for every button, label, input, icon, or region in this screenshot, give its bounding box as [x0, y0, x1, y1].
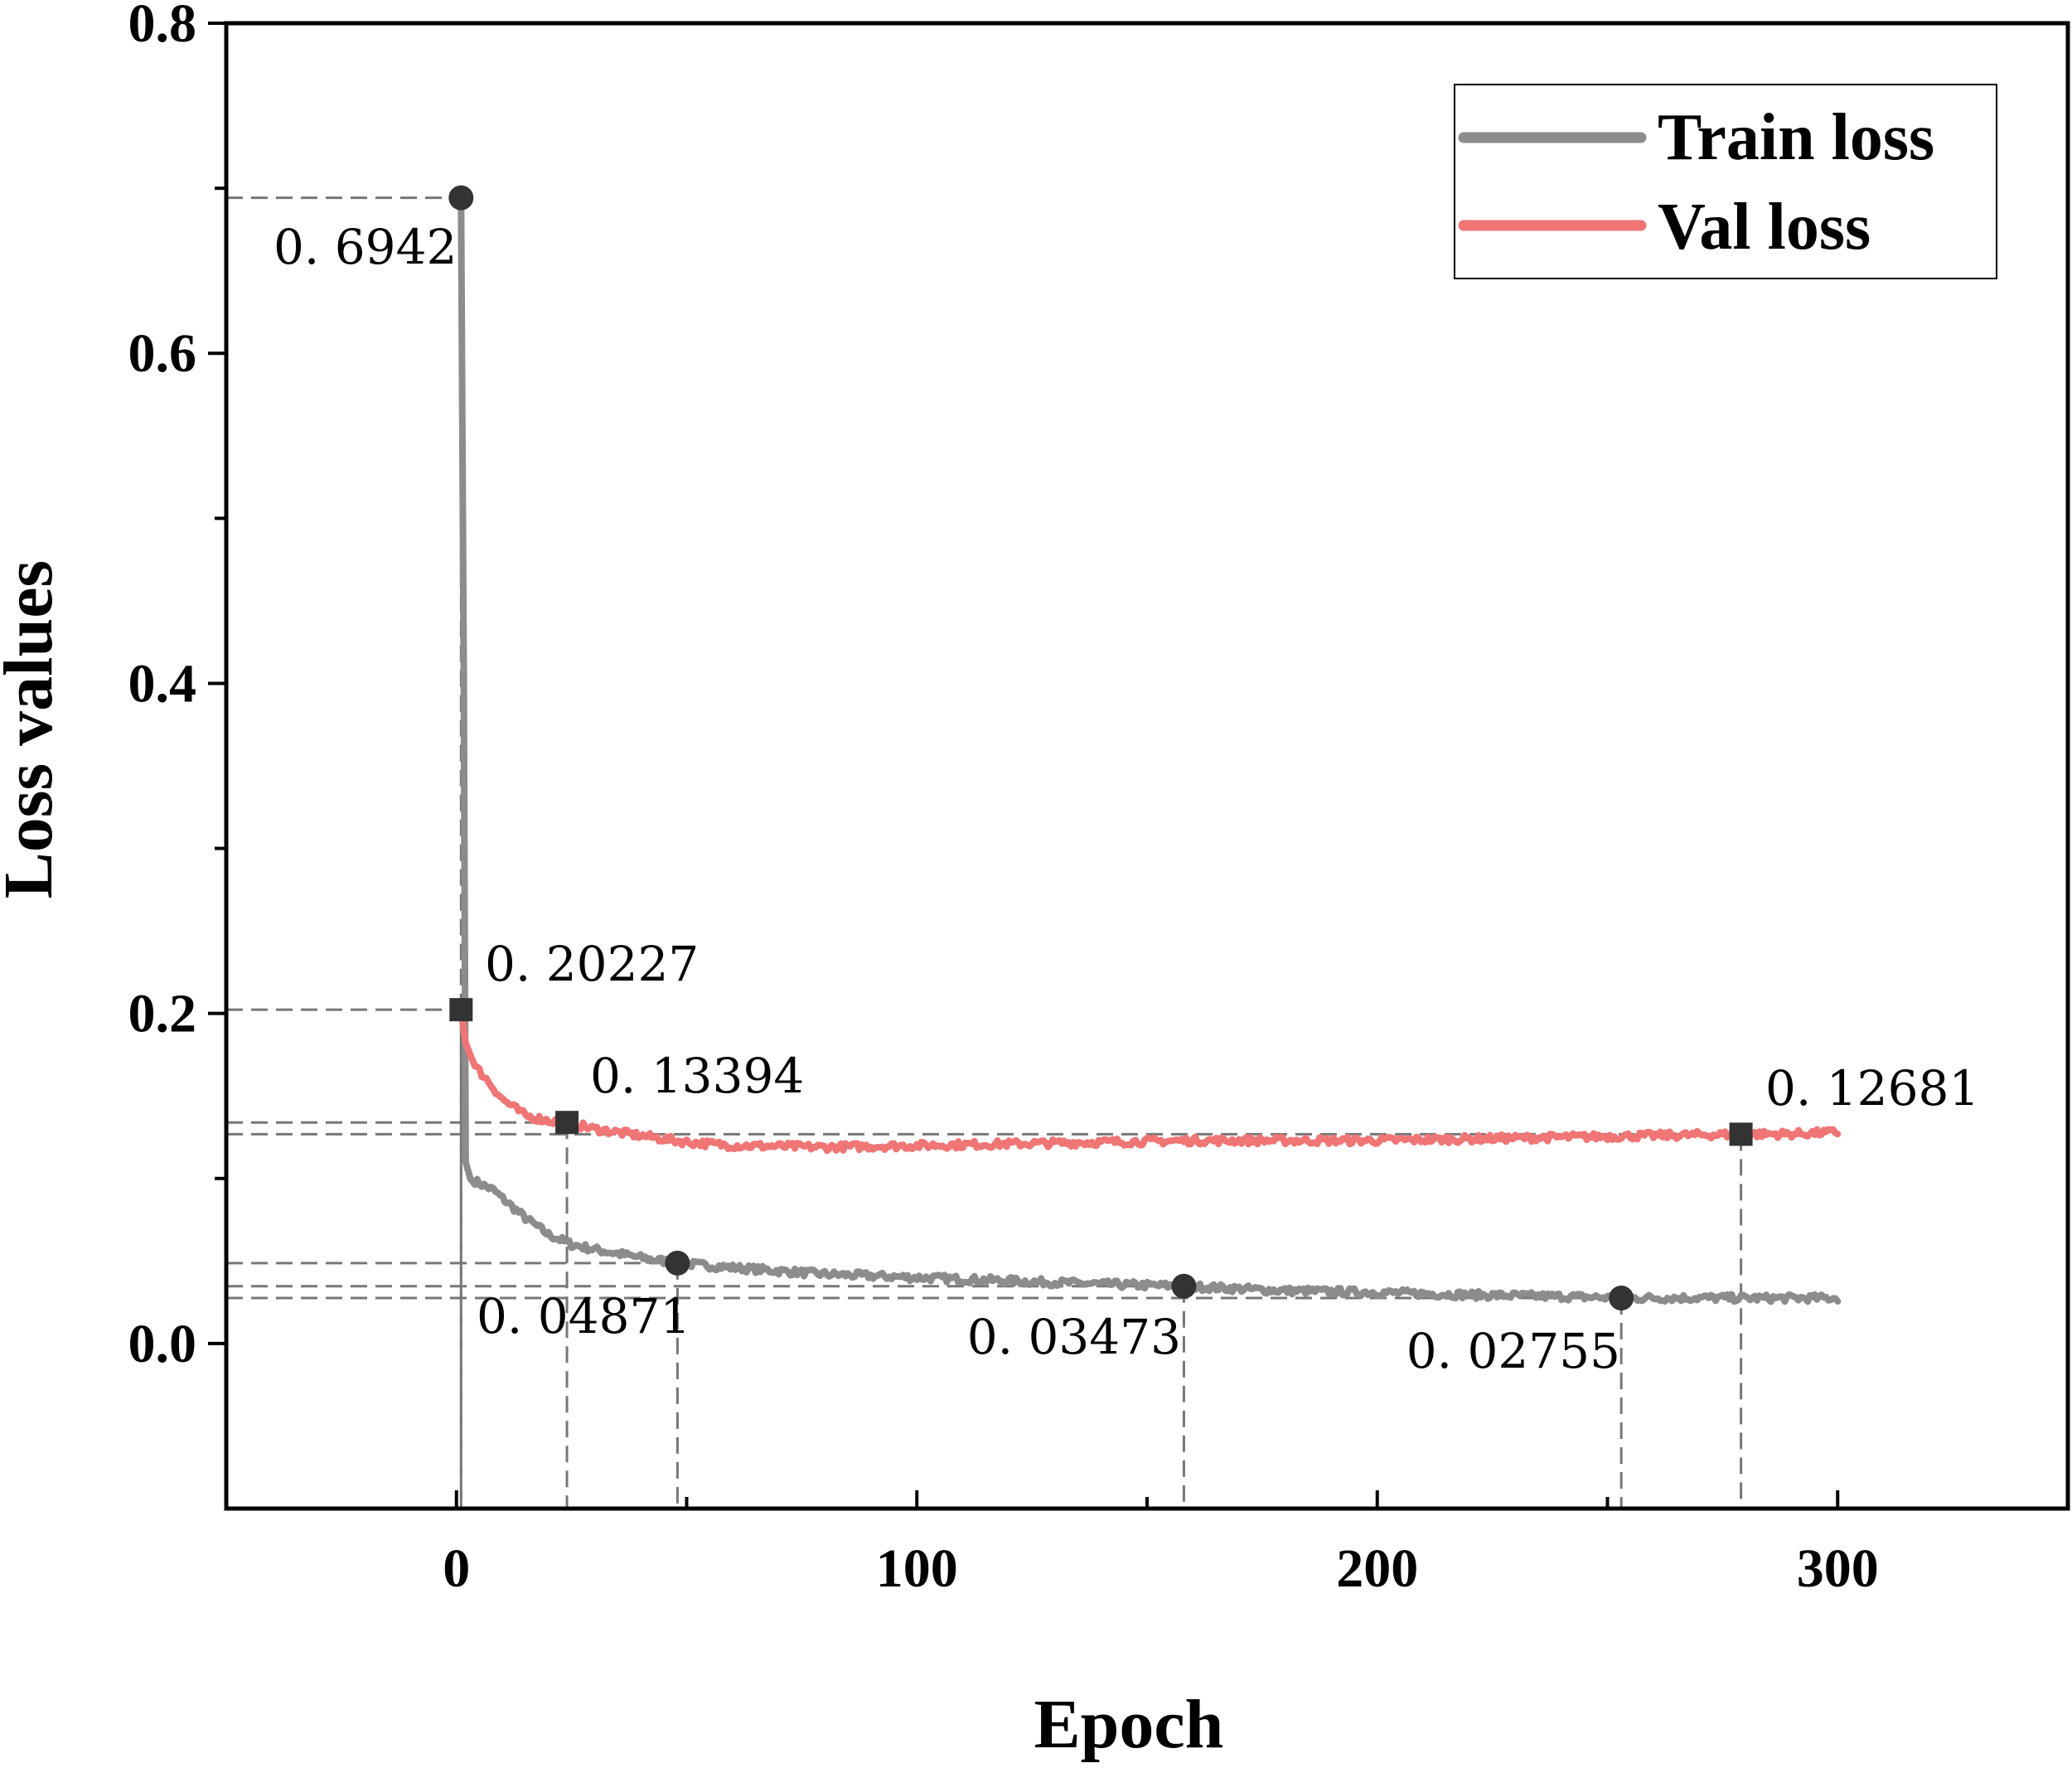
y-tick-label: 0.2 [128, 984, 197, 1044]
y-tick-label: 0.8 [128, 0, 197, 54]
val-loss-line [457, 1006, 1842, 1155]
series-layer [457, 194, 1842, 1305]
train-loss-marker [448, 185, 474, 211]
x-tick-label: 100 [876, 1538, 958, 1599]
train-loss-line [457, 194, 1842, 1305]
marker-value-label: 0. 6942 [274, 219, 457, 275]
marker-value-label: 0. 04871 [477, 1288, 690, 1344]
y-axis-label: Loss values [0, 560, 67, 899]
marker-value-label: 0. 20227 [485, 936, 699, 992]
legend: Train loss Val loss [1454, 84, 1997, 279]
x-tick-label: 300 [1797, 1538, 1879, 1599]
marker-value-label: 0. 03473 [967, 1309, 1181, 1365]
y-tick-label: 0.4 [128, 653, 197, 714]
train-loss-marker [1609, 1286, 1634, 1311]
x-tick-label: 200 [1336, 1538, 1418, 1599]
legend-label-val: Val loss [1658, 191, 1871, 264]
annotation-layer: 0. 6942 0. 04871 0. 03473 0. 02755 0. 20227 0… [274, 219, 1979, 1379]
val-loss-marker [1729, 1122, 1753, 1146]
val-loss-marker [449, 998, 473, 1022]
y-tick-label: 0.0 [128, 1314, 197, 1374]
axis-ticks [208, 22, 2070, 1509]
marker-layer [448, 185, 1753, 1311]
marker-value-label: 0. 02755 [1406, 1323, 1620, 1379]
train-loss-marker [665, 1250, 690, 1276]
legend-box [1454, 84, 1997, 279]
marker-value-label: 0. 12681 [1765, 1060, 1979, 1117]
marker-value-label: 0. 13394 [590, 1048, 804, 1104]
legend-label-train: Train loss [1658, 101, 1934, 174]
y-tick-label: 0.6 [128, 323, 197, 384]
tick-labels: 0.0 0.2 0.4 0.6 0.8 0 100 200 300 [128, 0, 1879, 1599]
val-loss-marker [555, 1111, 579, 1135]
x-tick-label: 0 [443, 1538, 470, 1599]
x-axis-label: Epoch [1034, 1686, 1224, 1763]
train-loss-marker [1171, 1273, 1197, 1299]
